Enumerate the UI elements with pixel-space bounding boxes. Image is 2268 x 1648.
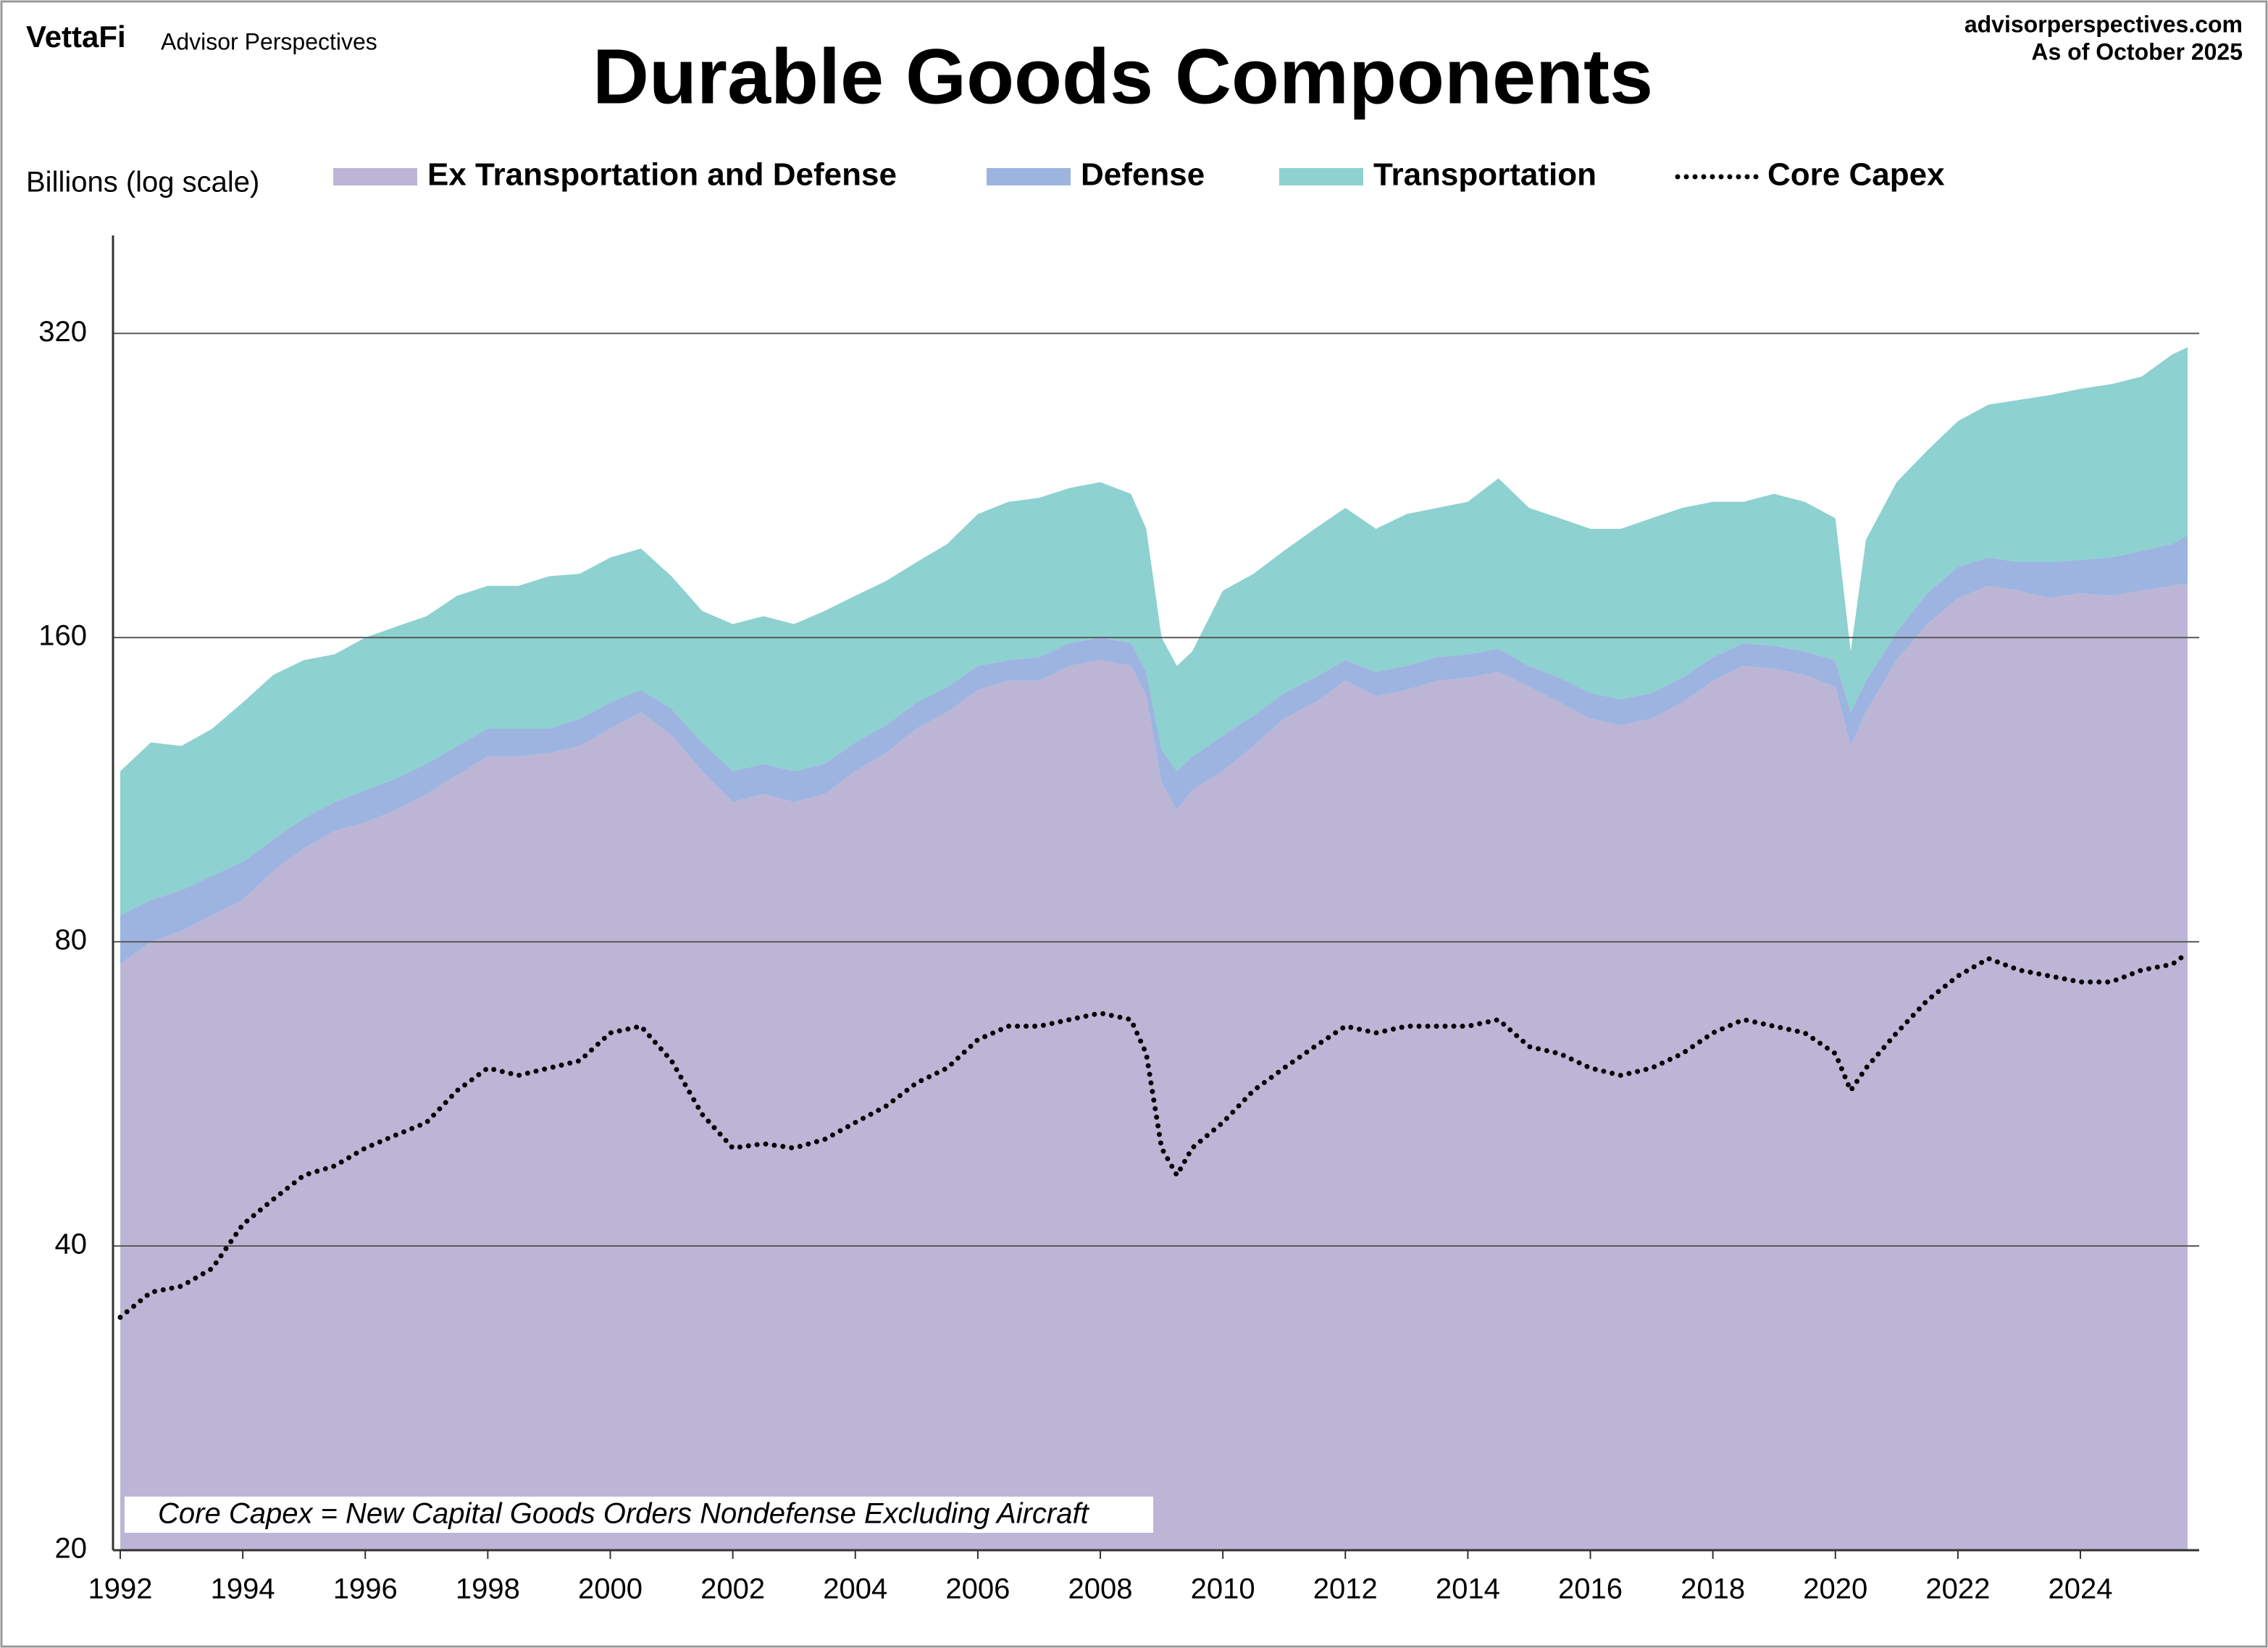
x-tick-label: 2018 xyxy=(1681,1573,1745,1605)
legend-label: Core Capex xyxy=(1767,157,1945,193)
legend-label: Transportation xyxy=(1373,157,1597,193)
line xyxy=(117,950,2190,1321)
x-tick-label: 2024 xyxy=(2049,1573,2113,1605)
brand: VettaFi xyxy=(26,20,126,54)
date-note: As of October 2025 xyxy=(2031,38,2243,64)
x-tick-label: 2002 xyxy=(700,1573,765,1605)
y-tick-label: 80 xyxy=(55,924,88,956)
x-tick-label: 2020 xyxy=(1803,1573,1867,1605)
source: advisorperspectives.com xyxy=(1964,11,2243,37)
plot-area: 20 40 80 160 320 1992 1994 1996 1998 2000 2002 2004… xyxy=(38,235,2199,1605)
legend-swatch xyxy=(333,168,417,185)
legend-swatch xyxy=(987,168,1071,185)
legend-label: Ex Transportation and Defense xyxy=(427,157,897,193)
x-tick-label: 2012 xyxy=(1313,1573,1378,1605)
y-tick-label: 160 xyxy=(38,620,87,652)
annotation: Core Capex = New Capital Goods Orders No… xyxy=(158,1498,1090,1530)
annotation-box xyxy=(125,1497,1153,1533)
y-axis-label: Billions (log scale) xyxy=(26,167,259,198)
chart-title: Durable Goods Components xyxy=(593,33,1653,120)
area xyxy=(120,347,2188,916)
legend-label: Defense xyxy=(1081,157,1205,193)
x-tick-label: 2006 xyxy=(945,1573,1010,1605)
x-tick-label: 2000 xyxy=(578,1573,643,1605)
publisher: Advisor Perspectives xyxy=(161,28,377,54)
area xyxy=(120,583,2188,1551)
x-tick-label: 1994 xyxy=(211,1573,275,1605)
legend: Ex Transportation and Defense Defense Tran… xyxy=(333,157,1945,193)
x-tick-label: 2004 xyxy=(823,1573,887,1605)
area xyxy=(120,535,2188,965)
y-tick-label: 20 xyxy=(55,1533,88,1565)
x-tick-label: 2022 xyxy=(1925,1573,1990,1605)
x-tick-label: 2010 xyxy=(1191,1573,1255,1605)
y-tick-label: 40 xyxy=(55,1229,88,1260)
x-tick-label: 1996 xyxy=(333,1573,398,1605)
x-tick-label: 1992 xyxy=(88,1573,153,1605)
y-tick-label: 320 xyxy=(38,316,87,348)
x-tick-label: 2016 xyxy=(1558,1573,1623,1605)
legend-swatch xyxy=(1279,168,1363,185)
x-tick-label: 2014 xyxy=(1436,1573,1500,1605)
x-tick-label: 1998 xyxy=(456,1573,520,1605)
x-tick-label: 2008 xyxy=(1068,1573,1133,1605)
